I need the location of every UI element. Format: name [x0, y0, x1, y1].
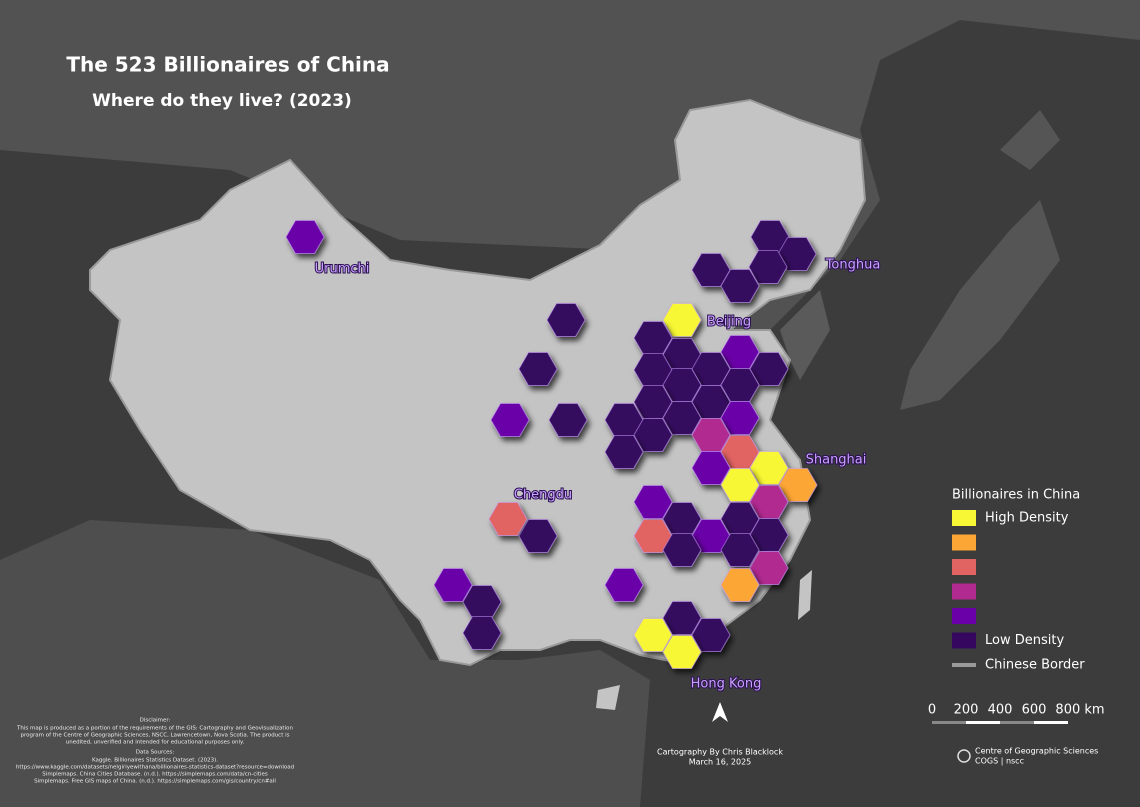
scale-label: 800 km	[1055, 703, 1104, 718]
hexagon	[749, 451, 789, 485]
hexagon	[488, 502, 528, 536]
hexagon	[546, 303, 586, 337]
source-line: Simplemaps. China Cities Database. (n.d.…	[42, 772, 268, 778]
taiwan	[798, 570, 812, 620]
disclaimer-line: program of the Centre of Geographic Scie…	[20, 733, 289, 739]
hexagon	[633, 418, 673, 452]
source-line: https://www.kaggle.com/datasets/nelgiriy…	[16, 765, 294, 771]
legend-border-swatch	[952, 663, 976, 667]
hexagon	[720, 468, 760, 502]
hexagon	[691, 253, 731, 287]
hex-layer	[285, 220, 818, 669]
disclaimer-line: unedited, unverified and intended for ed…	[66, 740, 245, 746]
hexagon	[490, 403, 530, 437]
legend-swatch	[952, 534, 976, 551]
city-label: Chengdu	[514, 488, 572, 503]
legend-label: Low Density	[985, 633, 1064, 648]
hexagon	[633, 618, 673, 652]
scale-bar	[932, 721, 1068, 724]
legend-title: Billionaires in China	[952, 488, 1080, 503]
korea	[780, 290, 830, 380]
legend-swatch	[952, 559, 976, 575]
hexagon	[604, 435, 644, 469]
hexagon	[720, 401, 760, 435]
hexagon	[285, 220, 325, 254]
scale-label: 0	[928, 703, 936, 718]
legend-swatch	[952, 608, 976, 624]
hexagon	[662, 635, 702, 669]
source-line: Simplemaps. Free GIS maps of China. (n.d…	[34, 779, 276, 785]
logo-icon	[957, 749, 971, 763]
credit-date: March 16, 2025	[689, 758, 752, 767]
city-label: Shanghai	[806, 453, 867, 468]
hexagon	[720, 568, 760, 602]
legend-label: High Density	[985, 511, 1069, 526]
credit-author: Cartography By Chris Blacklock	[657, 748, 783, 757]
scale-segment	[1000, 721, 1034, 724]
sources-heading: Data Sources:	[136, 750, 175, 756]
hexagon	[778, 468, 818, 502]
hexagon	[691, 618, 731, 652]
hexagon	[518, 519, 558, 553]
source-line: Kaggle. Billionaires Statistics Dataset.…	[92, 758, 218, 764]
hexagon	[433, 568, 473, 602]
hexagon	[662, 601, 702, 635]
hainan	[596, 685, 620, 710]
hexagon	[462, 616, 502, 650]
hexagon	[548, 403, 588, 437]
hexagon	[720, 533, 760, 567]
scale-label: 600	[1022, 703, 1047, 718]
neighbor-land	[0, 0, 1140, 330]
logo-name: Centre of Geographic Sciences	[975, 747, 1098, 756]
hexagon	[633, 519, 673, 553]
hexagon	[691, 451, 731, 485]
legend-swatch	[952, 632, 976, 649]
city-label: Urumchi	[315, 262, 370, 277]
logo-sub: COGS | nscc	[975, 757, 1024, 766]
japan	[900, 110, 1060, 410]
hexagon	[662, 533, 702, 567]
legend-label: Chinese Border	[985, 658, 1085, 673]
map-subtitle: Where do they live? (2023)	[92, 91, 352, 111]
legend-swatch	[952, 583, 976, 600]
map-title: The 523 Billionaires of China	[66, 53, 389, 77]
neighbor-land	[0, 520, 650, 807]
scale-segment	[1034, 721, 1068, 724]
city-label: Beijing	[707, 315, 751, 330]
hexagon	[662, 401, 702, 435]
hexagon	[748, 250, 788, 284]
north-arrow	[712, 702, 728, 722]
hexagon	[633, 485, 673, 519]
disclaimer-heading: Disclaimer:	[140, 718, 171, 724]
legend-swatch	[952, 510, 976, 526]
scale-segment	[932, 721, 966, 724]
city-label: Tonghua	[825, 258, 881, 273]
city-label: Hong Kong	[691, 677, 762, 692]
hexagon	[604, 568, 644, 602]
disclaimer-line: This map is produced as a portion of the…	[16, 726, 293, 732]
scale-segment	[966, 721, 1000, 724]
scale-label: 400	[988, 703, 1013, 718]
scale-label: 200	[954, 703, 979, 718]
hexagon	[749, 551, 789, 585]
hexagon	[662, 303, 702, 337]
hexagon	[518, 352, 558, 386]
hexagon	[720, 269, 760, 303]
